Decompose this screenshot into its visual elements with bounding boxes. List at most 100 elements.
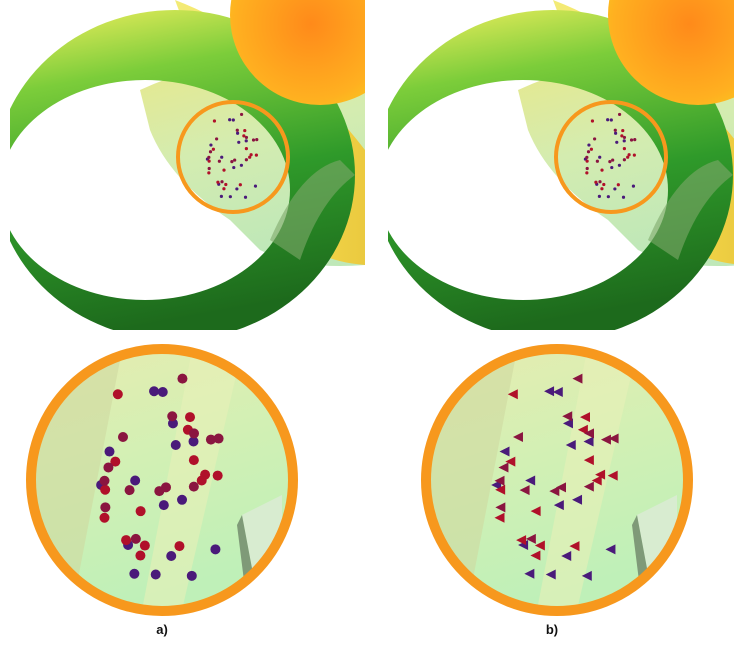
particle bbox=[232, 118, 235, 121]
particle bbox=[207, 156, 210, 159]
particle bbox=[245, 136, 248, 139]
particle bbox=[614, 132, 617, 135]
particle bbox=[220, 195, 223, 198]
particle bbox=[623, 158, 626, 161]
particle bbox=[587, 143, 590, 146]
particle bbox=[611, 158, 614, 161]
particle bbox=[608, 160, 611, 163]
particle bbox=[208, 159, 211, 162]
particle bbox=[593, 137, 596, 140]
particle bbox=[104, 447, 114, 457]
particle bbox=[207, 171, 210, 174]
particle bbox=[100, 485, 110, 495]
particle bbox=[255, 154, 258, 157]
particle bbox=[245, 158, 248, 161]
particle bbox=[586, 159, 589, 162]
particle bbox=[614, 129, 617, 132]
particle bbox=[121, 535, 131, 545]
figure: a) b) bbox=[0, 0, 734, 650]
particle bbox=[232, 166, 235, 169]
particle bbox=[237, 141, 240, 144]
particle bbox=[598, 195, 601, 198]
particle bbox=[220, 156, 223, 159]
particle bbox=[598, 156, 601, 159]
particle bbox=[621, 129, 624, 132]
particle bbox=[229, 195, 232, 198]
particle bbox=[585, 171, 588, 174]
particle bbox=[220, 180, 223, 183]
particle bbox=[600, 168, 603, 171]
particle bbox=[617, 183, 620, 186]
particle bbox=[245, 139, 248, 142]
particle bbox=[591, 119, 594, 122]
particle bbox=[587, 150, 590, 153]
particle bbox=[174, 541, 184, 551]
particle bbox=[239, 183, 242, 186]
particle bbox=[125, 485, 135, 495]
particle bbox=[218, 160, 221, 163]
particle bbox=[130, 475, 140, 485]
particle bbox=[222, 168, 225, 171]
particle bbox=[618, 113, 621, 116]
particle bbox=[171, 440, 181, 450]
particle bbox=[610, 118, 613, 121]
particle bbox=[618, 164, 621, 167]
particle bbox=[149, 386, 159, 396]
zoom-a bbox=[31, 349, 293, 611]
particle bbox=[216, 181, 219, 184]
particle bbox=[622, 196, 625, 199]
particle bbox=[236, 132, 239, 135]
particle bbox=[628, 153, 631, 156]
particle bbox=[158, 387, 168, 397]
particle bbox=[185, 412, 195, 422]
particle bbox=[100, 476, 110, 486]
particle bbox=[607, 195, 610, 198]
particle bbox=[613, 187, 616, 190]
particle bbox=[240, 113, 243, 116]
particle bbox=[623, 136, 626, 139]
particle bbox=[100, 502, 110, 512]
particle bbox=[214, 434, 224, 444]
render-a bbox=[0, 0, 410, 340]
particle bbox=[222, 187, 225, 190]
particle bbox=[118, 432, 128, 442]
particle bbox=[623, 147, 626, 150]
particle bbox=[244, 196, 247, 199]
particle bbox=[240, 164, 243, 167]
particle bbox=[129, 569, 139, 579]
particle bbox=[615, 141, 618, 144]
particle bbox=[200, 470, 210, 480]
particle bbox=[235, 187, 238, 190]
particle bbox=[600, 187, 603, 190]
particle bbox=[189, 455, 199, 465]
particle bbox=[610, 166, 613, 169]
particle bbox=[233, 158, 236, 161]
particle bbox=[252, 138, 255, 141]
particle bbox=[633, 138, 636, 141]
particle bbox=[633, 154, 636, 157]
particle bbox=[213, 119, 216, 122]
particle bbox=[224, 183, 227, 186]
panel-label: b) bbox=[546, 622, 558, 637]
particle bbox=[187, 571, 197, 581]
particle bbox=[166, 551, 176, 561]
particle bbox=[250, 153, 253, 156]
particle bbox=[254, 185, 257, 188]
particle bbox=[99, 513, 109, 523]
particle bbox=[209, 150, 212, 153]
panel-label: a) bbox=[156, 622, 168, 637]
particle bbox=[243, 129, 246, 132]
particle bbox=[113, 389, 123, 399]
particle bbox=[596, 160, 599, 163]
particle bbox=[213, 471, 223, 481]
particle bbox=[245, 147, 248, 150]
particle bbox=[230, 160, 233, 163]
particle bbox=[590, 148, 593, 151]
particle bbox=[236, 129, 239, 132]
particle bbox=[594, 181, 597, 184]
particle bbox=[103, 462, 113, 472]
particle bbox=[630, 138, 633, 141]
zoom-b bbox=[426, 349, 688, 611]
particle bbox=[159, 500, 169, 510]
particle bbox=[255, 138, 258, 141]
